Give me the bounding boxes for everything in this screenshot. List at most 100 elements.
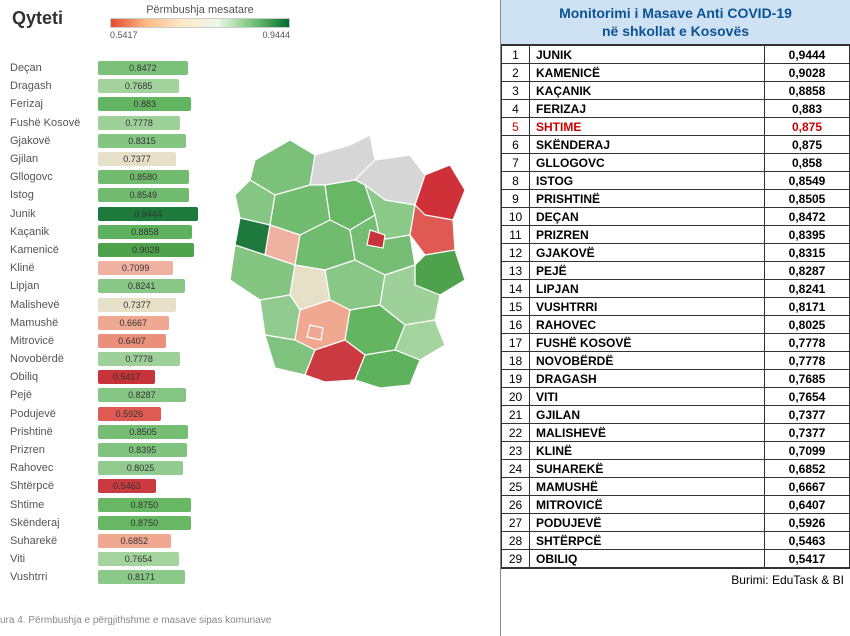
rank-cell: 2 [502, 64, 530, 82]
legend-labels: 0.5417 0.9444 [110, 30, 290, 40]
table-row: 10DEÇAN0,8472 [502, 208, 850, 226]
value-cell: 0,8241 [765, 280, 850, 298]
bar-track: 0.5417 [98, 370, 198, 384]
bar-row: Rahovec0.8025 [10, 459, 500, 477]
bar-label: Obiliq [10, 371, 98, 383]
bar-track: 0.7377 [98, 298, 198, 312]
rank-cell: 23 [502, 442, 530, 460]
city-cell: MALISHEVË [530, 424, 765, 442]
bar-label: Prizren [10, 444, 98, 456]
table-row: 11PRIZREN0,8395 [502, 226, 850, 244]
table-row: 6SKËNDERAJ0,875 [502, 136, 850, 154]
table-row: 18NOVOBËRDË0,7778 [502, 352, 850, 370]
bar-track: 0.5926 [98, 407, 198, 421]
bar-track: 0.8505 [98, 425, 198, 439]
bar-fill: 0.8580 [98, 170, 189, 184]
value-cell: 0,7377 [765, 424, 850, 442]
map [210, 100, 490, 400]
value-cell: 0,7099 [765, 442, 850, 460]
city-cell: SHTIME [530, 118, 765, 136]
bar-track: 0.7685 [98, 79, 198, 93]
bar-row: Podujevë0.5926 [10, 405, 500, 423]
rank-cell: 29 [502, 550, 530, 568]
city-cell: GJILAN [530, 406, 765, 424]
bar-track: 0.6852 [98, 534, 198, 548]
city-cell: GJAKOVË [530, 244, 765, 262]
value-cell: 0,8171 [765, 298, 850, 316]
bar-label: Deçan [10, 62, 98, 74]
table-row: 26MITROVICË0,6407 [502, 496, 850, 514]
bar-label: Prishtinë [10, 426, 98, 438]
source: Burimi: EduTask & BI [501, 568, 850, 587]
city-cell: DEÇAN [530, 208, 765, 226]
bar-label: Dragash [10, 80, 98, 92]
city-cell: MITROVICË [530, 496, 765, 514]
bar-fill: 0.5417 [98, 370, 155, 384]
bar-label: Klinë [10, 262, 98, 274]
bar-fill: 0.7377 [98, 152, 176, 166]
city-cell: PRIZREN [530, 226, 765, 244]
table-row: 20VITI0,7654 [502, 388, 850, 406]
bar-label: Malishevë [10, 299, 98, 311]
caption: ura 4. Përmbushja e përgjithshme e masav… [0, 615, 271, 626]
rank-cell: 26 [502, 496, 530, 514]
bar-label: Rahovec [10, 462, 98, 474]
city-cell: GLLOGOVC [530, 154, 765, 172]
value-cell: 0,6852 [765, 460, 850, 478]
city-cell: JUNIK [530, 46, 765, 64]
bar-label: Mamushë [10, 317, 98, 329]
bar-track: 0.7778 [98, 352, 198, 366]
table-row: 3KAÇANIK0,8858 [502, 82, 850, 100]
bar-track: 0.7377 [98, 152, 198, 166]
value-cell: 0,875 [765, 118, 850, 136]
bar-label: Suharekë [10, 535, 98, 547]
bar-track: 0.8750 [98, 498, 198, 512]
city-cell: VUSHTRRI [530, 298, 765, 316]
table-row: 24SUHAREKË0,6852 [502, 460, 850, 478]
value-cell: 0,8395 [765, 226, 850, 244]
bar-track: 0.8580 [98, 170, 198, 184]
table-row: 9PRISHTINË0,8505 [502, 190, 850, 208]
rank-cell: 13 [502, 262, 530, 280]
table-row: 23KLINË0,7099 [502, 442, 850, 460]
bar-fill: 0.7654 [98, 552, 179, 566]
bar-fill: 0.8287 [98, 388, 186, 402]
city-cell: LIPJAN [530, 280, 765, 298]
value-cell: 0,883 [765, 100, 850, 118]
bar-label: Skënderaj [10, 517, 98, 529]
title-line-1: Monitorimi i Masave Anti COVID-19 [559, 5, 792, 21]
table-row: 5SHTIME0,875 [502, 118, 850, 136]
bar-track: 0.9444 [98, 207, 198, 221]
map-region [307, 325, 323, 340]
rank-cell: 21 [502, 406, 530, 424]
bar-track: 0.8549 [98, 188, 198, 202]
rank-cell: 14 [502, 280, 530, 298]
bar-track: 0.5463 [98, 479, 198, 493]
bar-track: 0.8315 [98, 134, 198, 148]
legend: Përmbushja mesatare 0.5417 0.9444 [110, 4, 290, 40]
bar-label: Mitrovicë [10, 335, 98, 347]
table-row: 27PODUJEVË0,5926 [502, 514, 850, 532]
bar-fill: 0.8241 [98, 279, 185, 293]
bar-label: Gllogovc [10, 171, 98, 183]
bar-row: Suharekë0.6852 [10, 532, 500, 550]
city-cell: SUHAREKË [530, 460, 765, 478]
rank-cell: 25 [502, 478, 530, 496]
bar-label: Podujevë [10, 408, 98, 420]
bar-fill: 0.7778 [98, 116, 180, 130]
table-row: 4FERIZAJ0,883 [502, 100, 850, 118]
city-cell: FUSHË KOSOVË [530, 334, 765, 352]
bar-label: Kamenicë [10, 244, 98, 256]
bar-row: Deçan0.8472 [10, 59, 500, 77]
rank-cell: 27 [502, 514, 530, 532]
bar-fill: 0.8025 [98, 461, 183, 475]
bar-track: 0.8395 [98, 443, 198, 457]
bar-label: Fushë Kosovë [10, 117, 98, 129]
value-cell: 0,8505 [765, 190, 850, 208]
city-cell: PEJË [530, 262, 765, 280]
bar-fill: 0.8858 [98, 225, 192, 239]
city-cell: VITI [530, 388, 765, 406]
rank-cell: 9 [502, 190, 530, 208]
bar-fill: 0.8549 [98, 188, 189, 202]
rank-cell: 18 [502, 352, 530, 370]
